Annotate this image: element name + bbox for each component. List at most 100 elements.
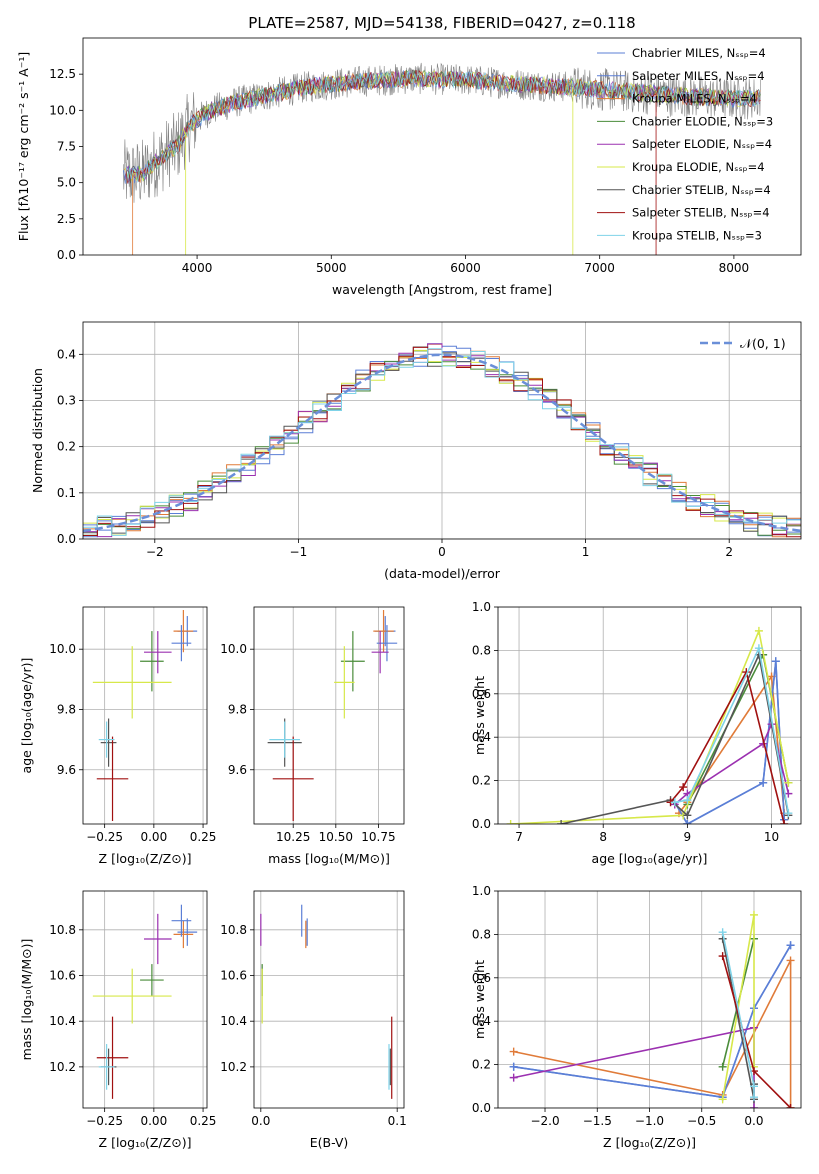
y-tick-label: 9.8 — [57, 702, 76, 716]
panel-mass-vs-EBV: 0.0 0.1 10.2 10.4 10.6 10.8 E(B-V) — [220, 890, 407, 1150]
errorbar-point — [144, 913, 172, 965]
data-point-marker — [780, 820, 789, 824]
axes-frame — [497, 890, 802, 1109]
errorbar-point — [98, 1044, 115, 1090]
legend-entry: Chabrier STELIB, Nₛₛₚ=4 — [632, 183, 771, 197]
x-tick-label: 10.75 — [361, 830, 395, 844]
axes-frame — [82, 37, 802, 256]
y-tick-label: 7.5 — [57, 140, 76, 154]
y-axis-label: mass [log₁₀(M/M⊙)] — [19, 939, 34, 1061]
plot-area-age-vs-Z — [83, 607, 207, 824]
x-tick-label: 7000 — [584, 261, 615, 275]
plot-area-mass-vs-EBV — [254, 891, 404, 1108]
axes-frame — [253, 890, 405, 1109]
axes-frame — [497, 606, 802, 825]
y-tick-label: 0.6 — [472, 971, 491, 985]
model-line — [126, 69, 760, 183]
data-point-marker — [786, 941, 795, 950]
legend-entry: Salpeter STELIB, Nₛₛₚ=4 — [632, 206, 770, 220]
panel-spectrum: 4000 5000 6000 7000 8000 0.0 2.5 5.0 7.5 10.0 12.5… — [16, 37, 802, 297]
series-kroupa-stelib — [718, 928, 758, 1102]
data-point-marker — [771, 657, 780, 666]
y-tick-label: 10.4 — [220, 1014, 247, 1028]
series-kroupa-elodie — [506, 626, 793, 824]
panel-mass-weight-vs-Z: −2.0 −1.5 −1.0 −0.5 0.0 0.0 0.2 0.4 0.6 0.8 1.0 Z [… — [472, 884, 802, 1150]
x-tick-label: 0.0 — [744, 1114, 763, 1128]
y-tick-label: 0.0 — [57, 248, 76, 262]
y-tick-label: 10.0 — [49, 103, 76, 117]
data-point-marker — [683, 811, 692, 820]
legend-entry: 𝒩(0, 1) — [740, 336, 786, 351]
x-tick-label: 0.0 — [251, 1114, 270, 1128]
x-tick-label: 8000 — [719, 261, 750, 275]
data-point-marker — [749, 910, 758, 919]
x-tick-label: 8 — [599, 830, 607, 844]
y-tick-label: 0.4 — [57, 347, 76, 361]
plot-area-mass-vs-Z — [83, 891, 207, 1108]
y-axis-label: age [log₁₀(age/yr)] — [19, 658, 34, 774]
errorbar-point — [173, 920, 194, 949]
legend-entry: Chabrier ELODIE, Nₛₛₚ=3 — [632, 114, 773, 128]
x-tick-label: −1.0 — [635, 1114, 664, 1128]
series-salpeter-stelib — [666, 668, 789, 824]
y-tick-label: 1.0 — [472, 600, 491, 614]
data-point-marker — [557, 820, 566, 824]
y-tick-label: 0.0 — [472, 1101, 491, 1115]
data-point-marker — [679, 783, 688, 792]
legend: 𝒩(0, 1) — [700, 336, 786, 351]
y-tick-label: 10.0 — [49, 642, 76, 656]
data-point-marker — [683, 796, 692, 805]
legend-entry: Salpeter MILES, Nₛₛₚ=4 — [632, 69, 765, 83]
y-tick-label: 0.2 — [472, 1058, 491, 1072]
x-tick-label: 10.25 — [276, 830, 310, 844]
plot-area-residuals — [83, 322, 801, 539]
histogram-step — [83, 348, 801, 536]
x-tick-label: 1 — [582, 545, 590, 559]
data-point-marker — [749, 1082, 758, 1091]
panel-mass-vs-Z: −0.25 0.00 0.25 10.2 10.4 10.6 10.8 Z [log₁₀(Z/… — [19, 890, 216, 1150]
series-kroupa-elodie — [718, 910, 758, 1104]
y-tick-label: 10.0 — [220, 642, 247, 656]
y-tick-label: 10.4 — [49, 1014, 76, 1028]
y-tick-label: 2.5 — [57, 212, 76, 226]
errorbar-point — [144, 631, 172, 674]
errorbar-point — [92, 968, 172, 1024]
data-point-marker — [509, 1073, 518, 1082]
series-line — [513, 960, 792, 1108]
x-tick-label: −2 — [146, 545, 164, 559]
errorbar-point — [140, 631, 164, 692]
x-tick-label: −1.5 — [583, 1114, 612, 1128]
y-tick-label: 0.2 — [57, 440, 76, 454]
data-point-marker — [759, 778, 768, 787]
series-kroupa-stelib — [670, 644, 793, 818]
x-tick-label: 0 — [438, 545, 446, 559]
axes-frame — [82, 890, 208, 1109]
errorbar-point — [177, 918, 198, 946]
y-axis-label: mass weight — [472, 960, 487, 1039]
x-axis-label: mass [log₁₀(M/M⊙)] — [268, 851, 390, 866]
legend: Chabrier MILES, Nₛₛₚ=4 Salpeter MILES, Nₛ… — [597, 46, 773, 242]
y-tick-label: 10.2 — [220, 1060, 247, 1074]
x-tick-label: 0.00 — [140, 1114, 167, 1128]
legend-entry: Kroupa STELIB, Nₛₛₚ=3 — [632, 228, 762, 242]
y-tick-label: 0.2 — [472, 774, 491, 788]
plot-area-age-vs-mass — [254, 607, 404, 824]
y-tick-label: 0.3 — [57, 393, 76, 407]
figure-title: PLATE=2587, MJD=54138, FIBERID=0427, z=0… — [248, 14, 635, 32]
legend-entry: Chabrier MILES, Nₛₛₚ=4 — [632, 46, 766, 60]
series-line — [510, 628, 790, 824]
y-tick-label: 12.5 — [49, 67, 76, 81]
plot-layer: 4000 5000 6000 7000 80000.02.55.07.510.012.5… — [16, 37, 802, 1150]
series-line — [674, 645, 790, 814]
series-line — [678, 674, 785, 814]
x-tick-label: −1 — [290, 545, 308, 559]
x-tick-label: 6000 — [450, 261, 481, 275]
data-point-marker — [683, 820, 692, 824]
errorbar-point — [173, 610, 194, 653]
data-point-marker — [784, 809, 793, 818]
plot-area-spectrum — [122, 62, 761, 255]
errorbar-point — [100, 718, 117, 767]
x-tick-label: 0.25 — [190, 830, 217, 844]
model-line — [125, 69, 761, 184]
